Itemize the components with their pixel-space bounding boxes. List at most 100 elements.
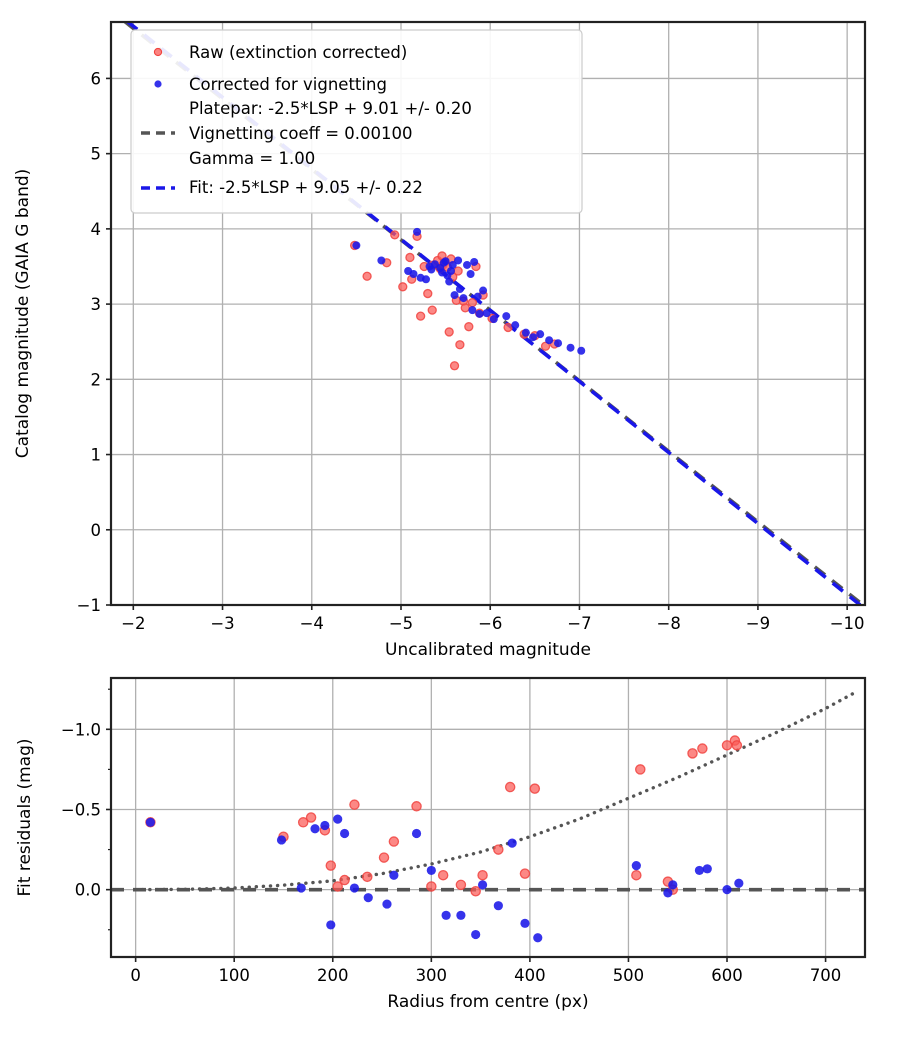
series-corrected bbox=[352, 227, 586, 355]
data-point bbox=[423, 288, 433, 299]
ytick-label-1: 0 bbox=[91, 521, 102, 540]
xtick-label-8: −10 bbox=[830, 614, 865, 633]
data-point bbox=[463, 260, 472, 269]
data-point bbox=[377, 256, 386, 265]
data-point bbox=[663, 888, 673, 898]
legend-marker-corrected-icon bbox=[154, 80, 162, 88]
data-point bbox=[445, 277, 454, 286]
data-point bbox=[378, 852, 390, 863]
xtick-label-3: 300 bbox=[416, 966, 448, 985]
xtick-label-4: 400 bbox=[514, 966, 546, 985]
data-point bbox=[448, 260, 457, 269]
data-point bbox=[635, 764, 646, 775]
xtick-label-5: −7 bbox=[567, 614, 591, 633]
data-point bbox=[511, 321, 520, 330]
data-point bbox=[460, 303, 470, 313]
data-point bbox=[411, 828, 422, 839]
data-point bbox=[554, 339, 563, 348]
data-point bbox=[455, 340, 465, 350]
data-point bbox=[529, 783, 541, 794]
data-point bbox=[362, 871, 373, 883]
data-point bbox=[468, 306, 477, 315]
data-point bbox=[455, 285, 464, 294]
data-point bbox=[631, 869, 642, 881]
data-point bbox=[529, 333, 538, 342]
data-point bbox=[310, 824, 320, 834]
data-point bbox=[475, 309, 484, 318]
data-point bbox=[502, 312, 511, 321]
data-point bbox=[296, 883, 306, 893]
data-point bbox=[411, 801, 422, 812]
data-point bbox=[493, 844, 504, 855]
data-point bbox=[722, 885, 732, 895]
data-point bbox=[320, 820, 330, 831]
ytick-label-7: 6 bbox=[91, 69, 102, 88]
data-point bbox=[332, 881, 343, 892]
data-point bbox=[427, 265, 436, 274]
data-point bbox=[470, 886, 481, 897]
data-layer bbox=[123, 22, 865, 605]
data-point bbox=[390, 230, 400, 240]
line-vignetting-model bbox=[133, 690, 857, 892]
xtick-label-6: −8 bbox=[657, 614, 681, 633]
data-point bbox=[536, 330, 545, 339]
plot-spines bbox=[109, 676, 867, 959]
yaxis-label-fit-residuals-vs-radius: Fit residuals (mag) bbox=[15, 739, 35, 897]
data-point bbox=[398, 282, 408, 292]
data-point bbox=[339, 874, 350, 886]
xtick-label-4: −6 bbox=[478, 614, 502, 633]
data-point bbox=[426, 881, 437, 892]
data-point bbox=[545, 336, 554, 345]
data-point bbox=[409, 270, 418, 279]
xtick-label-7: −9 bbox=[746, 614, 770, 633]
legend-label-platepar-2: Gamma = 1.00 bbox=[189, 149, 315, 168]
legend: Raw (extinction corrected) Corrected for … bbox=[130, 29, 583, 214]
data-point bbox=[521, 328, 530, 337]
data-point bbox=[352, 241, 361, 250]
data-point bbox=[349, 799, 360, 810]
data-point bbox=[479, 286, 488, 295]
data-layer bbox=[111, 690, 865, 943]
data-point bbox=[533, 933, 543, 943]
legend-label-corrected: Corrected for vignetting bbox=[189, 75, 387, 94]
ytick-label-0: −1 bbox=[77, 596, 101, 615]
data-point bbox=[631, 861, 641, 871]
data-point bbox=[453, 266, 463, 276]
data-point bbox=[276, 835, 287, 845]
data-point bbox=[450, 291, 459, 300]
data-point bbox=[446, 266, 455, 275]
legend-label-raw: Raw (extinction corrected) bbox=[189, 43, 407, 62]
data-point bbox=[339, 828, 350, 839]
data-point bbox=[697, 743, 708, 754]
data-point bbox=[687, 748, 698, 759]
xtick-label-6: 600 bbox=[711, 966, 743, 985]
xtick-label-1: 100 bbox=[218, 966, 250, 985]
data-point bbox=[145, 817, 156, 827]
data-point bbox=[441, 257, 450, 266]
data-point bbox=[413, 227, 422, 236]
ytick-label-2: −1.0 bbox=[61, 720, 101, 739]
data-point bbox=[415, 311, 426, 321]
data-point bbox=[444, 327, 454, 337]
data-point bbox=[731, 740, 743, 751]
data-point bbox=[362, 271, 372, 281]
xtick-label-0: 0 bbox=[130, 966, 141, 985]
data-point bbox=[540, 341, 551, 351]
data-point bbox=[454, 256, 463, 265]
legend-label-fit: Fit: -2.5*LSP + 9.05 +/- 0.22 bbox=[189, 178, 423, 197]
xtick-label-0: −2 bbox=[121, 614, 145, 633]
ytick-label-3: 2 bbox=[91, 370, 102, 389]
data-point bbox=[489, 315, 498, 324]
series-corrected bbox=[145, 814, 744, 943]
data-point bbox=[456, 910, 466, 920]
xtick-label-5: 500 bbox=[613, 966, 645, 985]
data-point bbox=[297, 817, 309, 828]
data-point bbox=[363, 893, 373, 903]
data-point bbox=[305, 812, 317, 823]
data-point bbox=[349, 883, 360, 893]
ytick-label-6: 5 bbox=[91, 145, 102, 164]
ytick-label-0: 0.0 bbox=[75, 881, 101, 900]
